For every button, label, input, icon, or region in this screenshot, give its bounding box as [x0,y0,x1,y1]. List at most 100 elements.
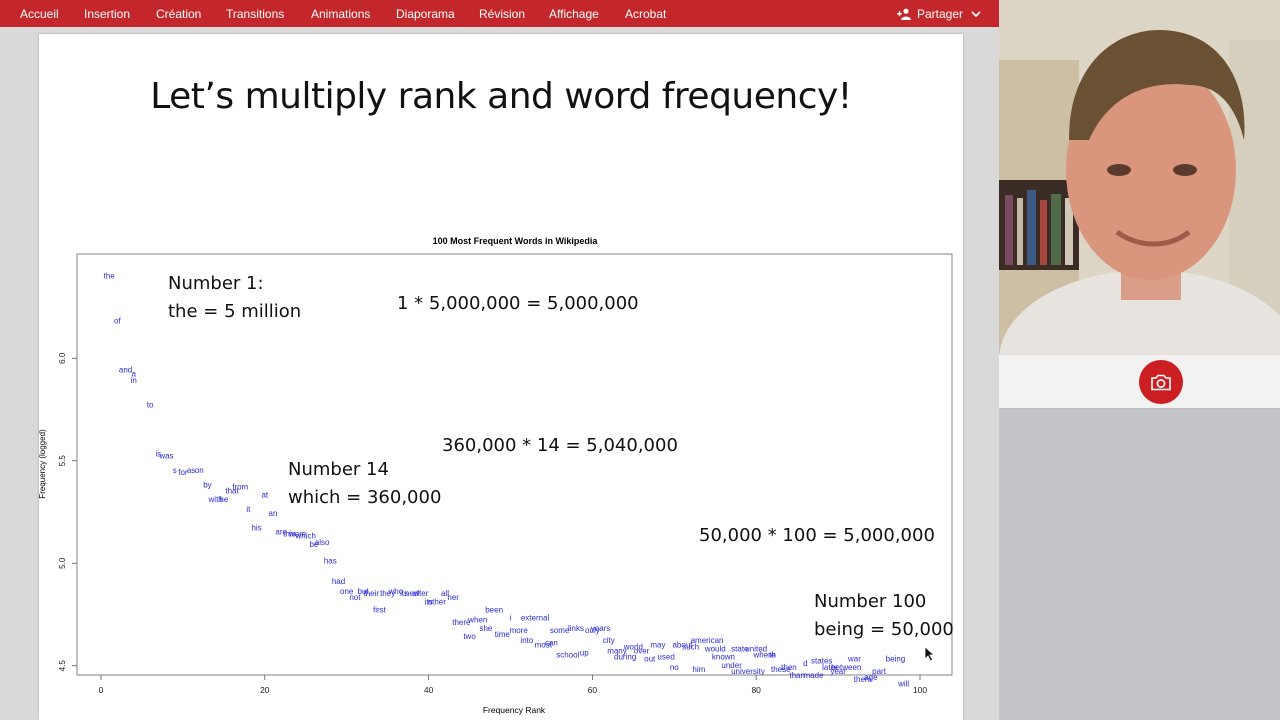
point-label-6: is [155,450,161,459]
slide-title[interactable]: Let’s multiply rank and word frequency! [150,76,852,117]
x-tick-label-1: 20 [260,685,270,695]
point-label-53: most [535,640,553,649]
point-label-72: him [692,665,705,674]
point-label-39: its [425,597,433,606]
point-label-14: he [219,495,228,504]
chevron-down-icon[interactable] [971,11,981,17]
point-label-89: year [830,667,846,676]
point-label-4: in [131,376,137,385]
point-label-84: than [789,671,805,680]
point-label-20: an [269,509,278,518]
point-label-91: war [847,655,861,664]
tab-acrobat[interactable]: Acrobat [625,7,667,21]
callout-calc-100[interactable]: 50,000 * 100 = 5,000,000 [699,525,935,546]
slide[interactable]: Let’s multiply rank and word frequency! … [38,34,963,720]
point-label-54: can [545,638,558,647]
point-label-32: their [363,589,379,598]
callout-calc-14[interactable]: 360,000 * 14 = 5,040,000 [442,435,678,456]
x-tick-label-5: 100 [913,685,927,695]
callout-calc-1[interactable]: 1 * 5,000,000 = 5,000,000 [397,293,639,314]
tab-insertion[interactable]: Insertion [84,7,131,21]
point-label-52: external [521,614,550,623]
camera-button[interactable] [1139,360,1183,404]
point-label-1: of [114,316,121,325]
point-label-45: when [467,616,487,625]
point-label-69: no [670,663,679,672]
tab-transitions[interactable]: Transitions [226,7,285,21]
presenter-image [999,0,1280,355]
tab-creation[interactable]: Création [156,7,202,21]
point-label-34: they [380,589,395,598]
point-label-65: over [634,646,650,655]
point-label-68: used [657,653,674,662]
point-label-0: the [104,271,116,280]
point-label-75: known [712,653,735,662]
point-label-73: american [691,636,724,645]
share-button[interactable]: Partager [897,4,985,24]
point-label-21: are [275,528,287,537]
point-label-13: with [208,495,223,504]
point-label-48: time [495,630,511,639]
point-label-36: its [400,589,408,598]
point-label-80: where [752,651,775,660]
point-label-9: for [178,468,188,477]
x-tick-label-4: 80 [751,685,761,695]
point-label-42: her [447,593,459,602]
point-label-37: new [405,589,420,598]
point-label-3: a [132,370,137,379]
point-label-58: up [580,649,589,658]
point-label-50: more [510,626,529,635]
callout-number-1[interactable]: Number 1: the = 5 million [168,273,302,322]
point-label-64: world [623,642,643,651]
point-label-86: made [804,671,825,680]
chart-title: 100 Most Frequent Words in Wikipedia [432,236,598,246]
plot-frame [76,253,953,676]
point-label-96: will [897,679,909,688]
y-tick-label-3: 6.0 [58,352,67,364]
point-label-67: may [650,640,665,649]
tab-accueil[interactable]: Accueil [20,7,59,21]
point-label-87: states [811,657,832,666]
point-label-85: d [803,659,807,668]
point-label-5: to [147,400,154,409]
point-label-46: she [479,624,492,633]
x-tick-label-3: 60 [588,685,598,695]
point-label-60: years [591,624,611,633]
tab-diaporama[interactable]: Diaporama [396,7,455,21]
point-label-18: his [251,523,261,532]
tab-animations[interactable]: Animations [311,7,371,21]
point-label-27: has [324,556,337,565]
point-label-63: during [614,653,636,662]
ribbon: Accueil Insertion Création Transitions A… [0,0,999,27]
point-label-83: then [781,663,797,672]
tab-revision[interactable]: Révision [479,7,526,21]
point-label-10: as [187,466,195,475]
chart-axes: 0 20 40 60 80 100 4.5 5.0 5.5 6.0 [58,352,927,695]
point-label-59: only [585,626,600,635]
point-label-22: this [283,530,295,539]
point-label-31: but [358,587,370,596]
y-tick-label-0: 4.5 [58,660,67,672]
callout-number-100[interactable]: Number 100 being = 50,000 [814,591,954,640]
callout-number-14[interactable]: Number 14 which = 360,000 [288,459,442,508]
point-label-76: under [721,661,742,670]
point-label-61: city [603,636,615,645]
webcam-video [999,0,1280,355]
point-label-93: age [864,673,878,682]
point-label-8: s [173,466,177,475]
point-label-17: it [246,505,251,514]
point-label-15: that [225,487,239,496]
point-label-57: links [568,624,584,633]
x-tick-label-0: 0 [99,685,104,695]
point-label-79: united [745,644,767,653]
point-label-92: them [854,675,872,684]
point-label-33: first [373,605,387,614]
x-axis-label: Frequency Rank [483,705,546,715]
tab-affichage[interactable]: Affichage [549,7,599,21]
point-label-26: also [315,538,330,547]
y-axis-label: Frequency (logged) [38,429,47,499]
point-label-81: th [769,651,776,660]
point-label-70: about [672,640,693,649]
